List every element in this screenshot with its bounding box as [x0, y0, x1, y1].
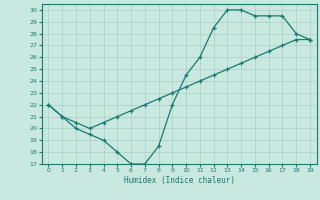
X-axis label: Humidex (Indice chaleur): Humidex (Indice chaleur)	[124, 176, 235, 185]
